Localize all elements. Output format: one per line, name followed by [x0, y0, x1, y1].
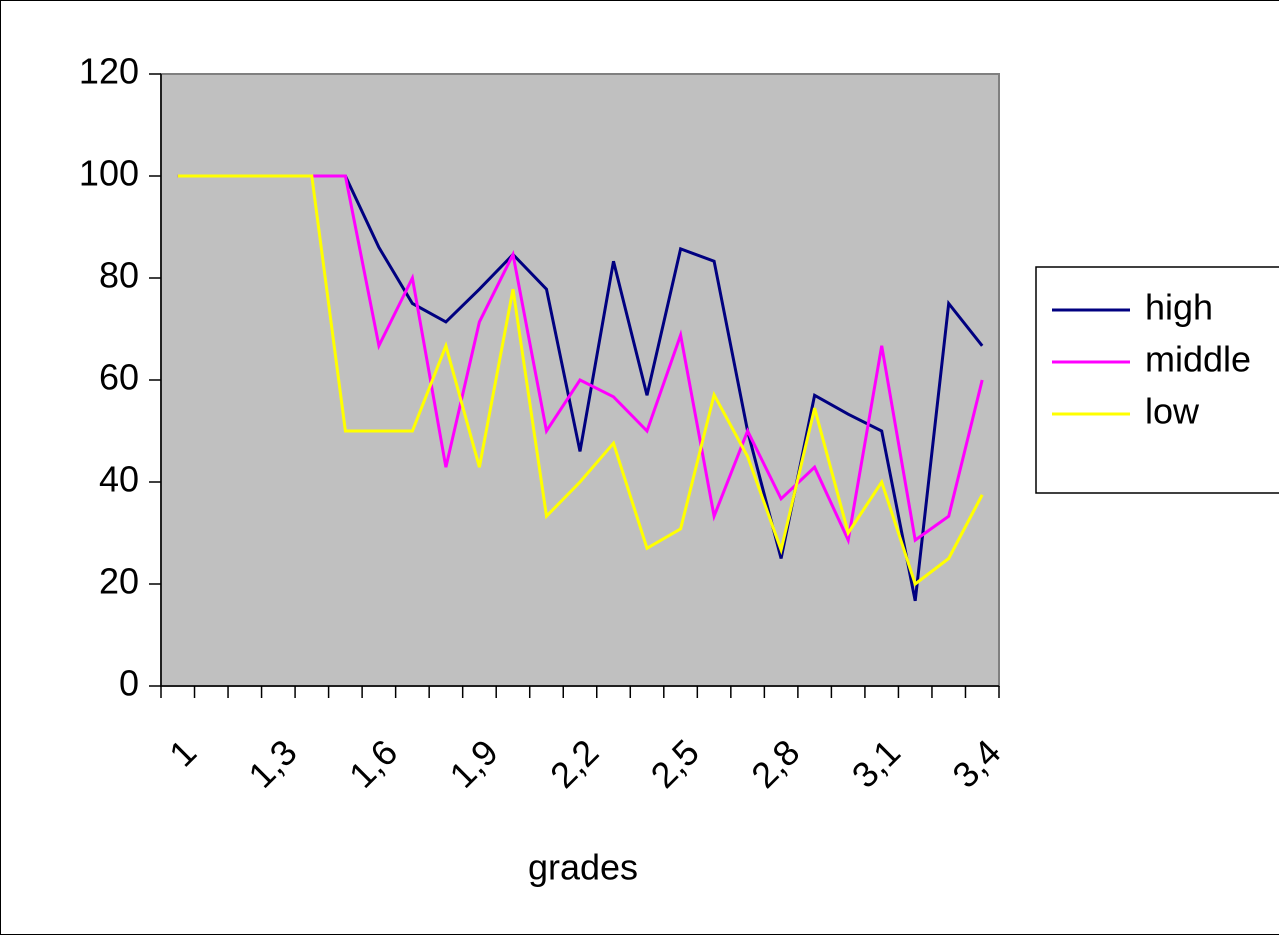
y-tick-label: 20 [99, 561, 139, 602]
x-axis-label: grades [528, 847, 638, 888]
y-tick-label: 60 [99, 357, 139, 398]
series-line [177, 174, 984, 587]
legend-box [1035, 266, 1279, 494]
y-tick-label: 80 [99, 255, 139, 296]
legend-label: low [1145, 391, 1200, 432]
y-tick-label: 100 [79, 153, 139, 194]
y-tick-label: 40 [99, 459, 139, 500]
y-tick-label: 0 [119, 663, 139, 704]
legend-label: high [1145, 287, 1213, 328]
legend-label: middle [1145, 339, 1251, 380]
y-tick-label: 120 [79, 51, 139, 92]
